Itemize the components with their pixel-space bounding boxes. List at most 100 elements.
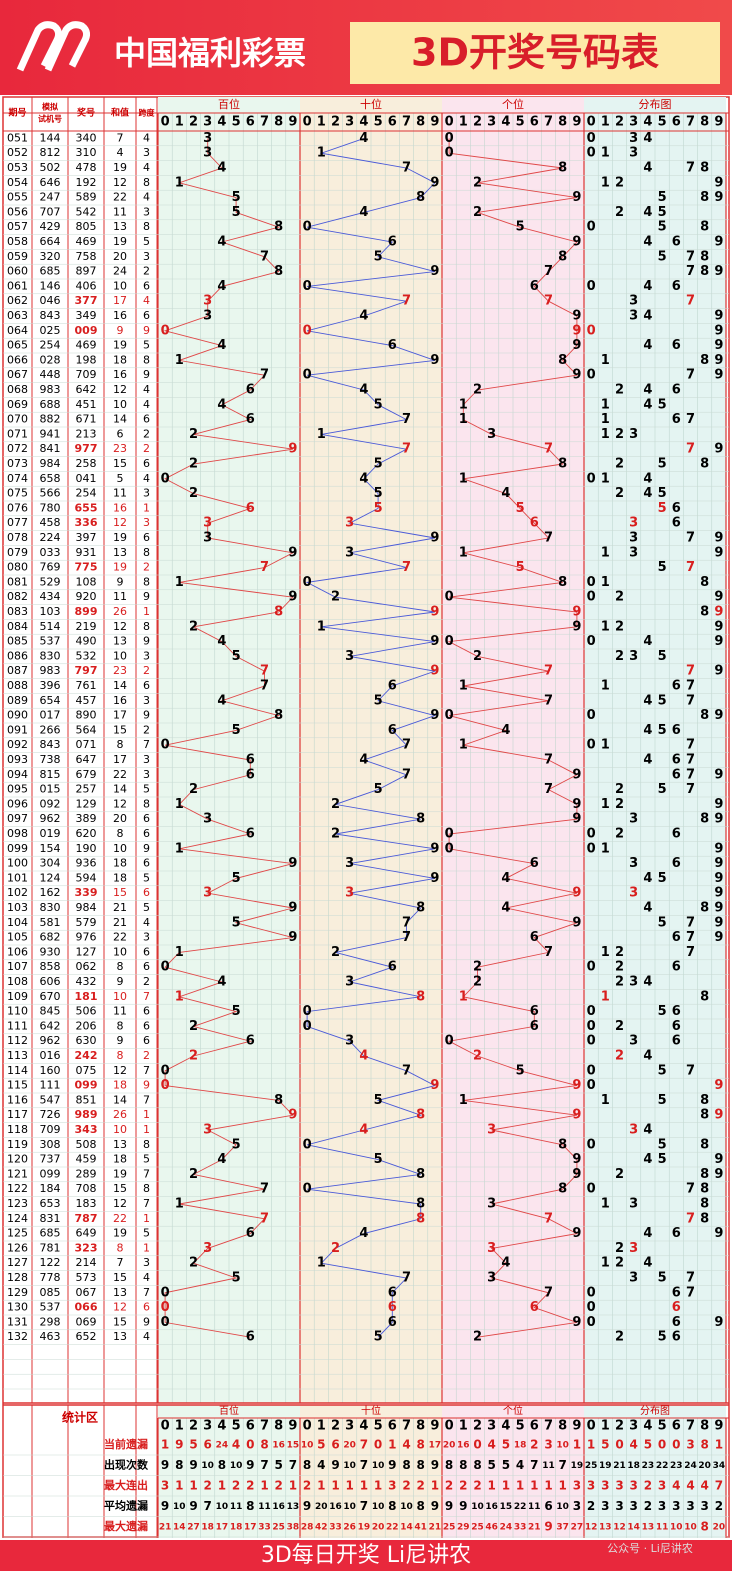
distribution-digit: 8: [700, 1137, 709, 1152]
draw-number: 071: [76, 738, 97, 751]
draw-number: 532: [76, 649, 97, 662]
period: 084: [7, 620, 28, 633]
stats-value: 2: [644, 1499, 652, 1513]
sim-number: 144: [40, 131, 61, 144]
digit-header: 9: [288, 1419, 297, 1434]
distribution-digit: 3: [629, 531, 638, 546]
period: 057: [7, 220, 28, 233]
distribution-digit: 6: [672, 279, 681, 294]
distribution-digit: 7: [686, 560, 695, 575]
digit-header: 9: [288, 115, 297, 130]
position-digit: 4: [359, 1226, 368, 1241]
draw-number: 457: [76, 694, 97, 707]
position-digit: 7: [402, 930, 411, 945]
sim-number: 320: [40, 250, 61, 263]
stats-value: 7: [530, 1458, 538, 1472]
position-digit: 0: [161, 1063, 170, 1078]
position-digit: 6: [388, 235, 397, 250]
sum: 13: [113, 220, 127, 233]
sum: 8: [117, 1241, 124, 1254]
stats-value: 16: [457, 1441, 470, 1451]
position-digit: 3: [203, 531, 212, 546]
stats-value: 1: [218, 1479, 226, 1493]
stats-value: 5: [317, 1438, 325, 1452]
position-digit: 5: [232, 915, 241, 930]
position-digit: 3: [203, 146, 212, 161]
draw-number: 797: [75, 664, 98, 677]
distribution-digit: 9: [714, 309, 723, 324]
digit-header: 3: [629, 1419, 638, 1434]
span: 4: [143, 1271, 150, 1284]
sim-number: 254: [40, 339, 61, 352]
sim-number: 016: [40, 1049, 61, 1062]
digit-header: 2: [189, 1419, 198, 1434]
distribution-digit: 0: [587, 1315, 596, 1330]
span: 5: [143, 339, 150, 352]
distribution-digit: 5: [658, 249, 667, 264]
period: 094: [7, 768, 28, 781]
position-digit: 9: [430, 1078, 439, 1093]
draw-number: 069: [76, 1315, 97, 1328]
stats-value: 25: [272, 1523, 285, 1533]
distribution-digit: 4: [643, 309, 652, 324]
period: 091: [7, 723, 28, 736]
stats-value: 10: [301, 1441, 314, 1451]
position-digit: 6: [530, 1004, 539, 1019]
stats-value: 23: [670, 1461, 683, 1471]
position-digit: 3: [345, 545, 354, 560]
distribution-digit: 1: [601, 841, 610, 856]
distribution-digit: 8: [700, 812, 709, 827]
distribution-digit: 4: [643, 205, 652, 220]
stats-value: 12: [585, 1523, 598, 1533]
position-digit: 1: [459, 989, 468, 1004]
distribution-digit: 4: [643, 753, 652, 768]
digit-header: 7: [686, 1419, 695, 1434]
digit-header: 7: [402, 115, 411, 130]
position-digit: 9: [572, 338, 581, 353]
digit-header: 8: [274, 1419, 283, 1434]
stats-value: 18: [514, 1441, 527, 1451]
draw-number: 976: [76, 931, 97, 944]
sum: 10: [113, 649, 127, 662]
span: 6: [143, 413, 150, 426]
draw-number: 761: [76, 679, 97, 692]
sum: 8: [117, 1019, 124, 1032]
column-header: 模拟: [42, 102, 58, 112]
span: 4: [143, 294, 150, 307]
sum: 15: [113, 1315, 127, 1328]
distribution-digit: 1: [601, 545, 610, 560]
period: 070: [7, 413, 28, 426]
position-digit: 2: [189, 1049, 198, 1064]
distribution-digit: 1: [601, 353, 610, 368]
digit-header: 9: [714, 1419, 723, 1434]
position-digit: 9: [572, 1226, 581, 1241]
stats-value: 8: [417, 1458, 425, 1472]
draw-number: 343: [75, 1123, 98, 1136]
position-digit: 3: [345, 516, 354, 531]
distribution-digit: 6: [672, 338, 681, 353]
position-digit: 8: [416, 989, 425, 1004]
position-digit: 4: [359, 131, 368, 146]
position-digit: 6: [530, 516, 539, 531]
position-digit: 5: [516, 501, 525, 516]
distribution-digit: 0: [587, 1004, 596, 1019]
distribution-digit: 5: [658, 397, 667, 412]
distribution-digit: 4: [643, 235, 652, 250]
position-digit: 3: [203, 1241, 212, 1256]
stats-value: 20: [443, 1441, 456, 1451]
sim-number: 124: [40, 871, 61, 884]
distribution-digit: 3: [629, 427, 638, 442]
stats-value: 9: [544, 1520, 552, 1534]
stats-value: 7: [715, 1479, 723, 1493]
stats-value: 1: [374, 1479, 382, 1493]
sim-number: 738: [40, 753, 61, 766]
stats-value: 9: [431, 1499, 439, 1513]
distribution-digit: 2: [615, 827, 624, 842]
distribution-digit: 9: [714, 1226, 723, 1241]
draw-number: 589: [76, 191, 97, 204]
period: 102: [7, 886, 28, 899]
distribution-digit: 5: [658, 486, 667, 501]
stats-value: 7: [260, 1458, 268, 1472]
draw-number: 062: [76, 960, 97, 973]
position-digit: 9: [572, 886, 581, 901]
